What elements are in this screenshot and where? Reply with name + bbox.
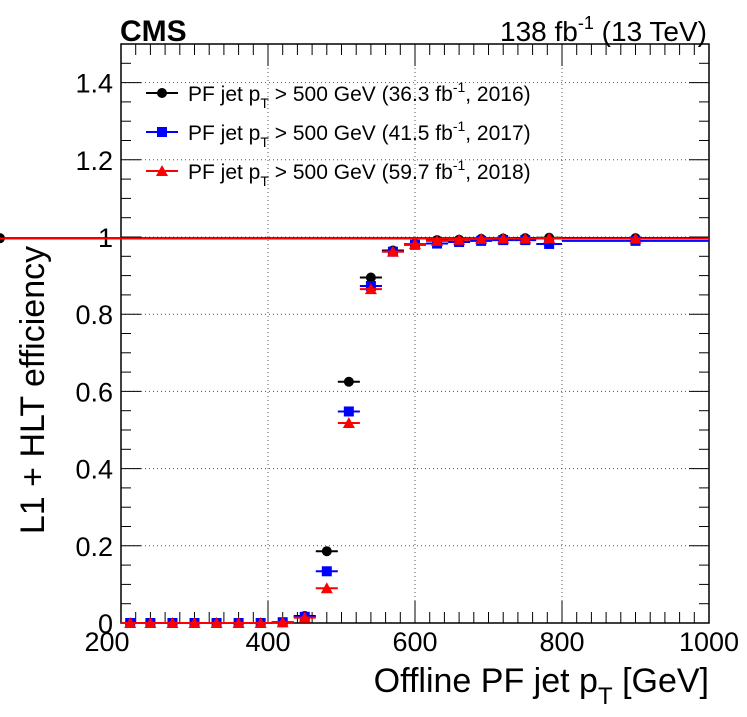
lumi-unit: fb xyxy=(555,16,578,47)
y-tick-label-1: 0.2 xyxy=(75,532,113,562)
lumi-label: 138 fb-1 (13 TeV) xyxy=(500,13,707,47)
x-tick-label-3: 800 xyxy=(539,627,584,657)
legend-2018-sub: T xyxy=(260,173,269,189)
point-2018-13 xyxy=(409,237,421,249)
legend-label-2018: PF jet pT > 500 GeV (59.7 fb-1, 2018) xyxy=(188,157,531,189)
y-axis-label: L1 + HLT efficiency xyxy=(14,246,52,534)
x-tick-label-2: 600 xyxy=(392,627,437,657)
point-2016-9 xyxy=(321,546,332,557)
legend-2017-post: , 2017) xyxy=(465,122,530,145)
legend-2016-mid: > 500 GeV (36.3 fb xyxy=(269,83,453,106)
grid xyxy=(121,44,709,623)
point-2016-11 xyxy=(365,272,376,283)
legend-2018-pre: PF jet p xyxy=(188,161,260,184)
legend: PF jet pT > 500 GeV (36.3 fb-1, 2016) PF… xyxy=(146,79,531,189)
point-2018-7 xyxy=(276,616,289,628)
point-2018-1 xyxy=(144,617,157,628)
lumi-energy: (13 TeV) xyxy=(602,16,707,47)
lumi-space xyxy=(547,16,555,47)
point-2018-8 xyxy=(298,611,311,623)
legend-2016-pre: PF jet p xyxy=(188,83,260,106)
x-axis-label-space xyxy=(613,662,622,700)
legend-marker-2017 xyxy=(157,127,167,137)
x-axis-label-sub: T xyxy=(598,683,613,710)
legend-2017-pre: PF jet p xyxy=(188,122,260,145)
x-tick-label-4: 1000 xyxy=(679,627,739,657)
point-2018-9 xyxy=(320,582,333,594)
legend-2018-sup: -1 xyxy=(453,157,466,173)
y-tick-label-2: 0.4 xyxy=(75,455,113,485)
y-tick-label-3: 0.6 xyxy=(75,377,113,407)
legend-2018-mid: > 500 GeV (59.7 fb xyxy=(269,161,453,184)
point-2018-3 xyxy=(188,617,201,628)
point-2016-10 xyxy=(343,376,354,387)
legend-entry-2018: PF jet pT > 500 GeV (59.7 fb-1, 2018) xyxy=(146,157,531,189)
x-tick-label-0: 200 xyxy=(84,627,129,657)
point-2017-9 xyxy=(321,566,332,577)
lumi-unit-exponent: -1 xyxy=(578,13,594,33)
lumi-value: 138 xyxy=(500,16,547,47)
legend-2017-sub: T xyxy=(260,134,269,150)
legend-marker-2018 xyxy=(156,165,168,176)
legend-2017-sup: -1 xyxy=(453,118,466,134)
point-2017-19 xyxy=(544,238,555,249)
legend-2016-sub: T xyxy=(260,95,269,111)
point-2017-10 xyxy=(343,406,354,417)
series-2018 xyxy=(0,232,709,628)
point-2018-4 xyxy=(210,617,223,628)
point-2018-11 xyxy=(364,283,377,295)
lumi-space-2 xyxy=(594,16,602,47)
x-axis-label-unit: [GeV] xyxy=(622,662,709,700)
cms-label: CMS xyxy=(120,15,187,48)
point-2018-12 xyxy=(386,245,399,257)
point-2018-2 xyxy=(166,617,179,628)
y-tick-label-7: 1.4 xyxy=(75,69,113,99)
legend-entry-2016: PF jet pT > 500 GeV (36.3 fb-1, 2016) xyxy=(146,79,531,111)
point-2018-0 xyxy=(124,617,137,628)
legend-marker-2016 xyxy=(157,88,167,98)
legend-2017-mid: > 500 GeV (41.5 fb xyxy=(269,122,453,145)
legend-entry-2017: PF jet pT > 500 GeV (41.5 fb-1, 2017) xyxy=(146,118,531,150)
legend-label-2017: PF jet pT > 500 GeV (41.5 fb-1, 2017) xyxy=(188,118,531,150)
y-tick-label-0: 0 xyxy=(98,609,113,639)
point-2018-14 xyxy=(431,234,444,246)
y-tick-label-6: 1.2 xyxy=(75,146,113,176)
x-tick-label-1: 400 xyxy=(245,627,290,657)
point-2018-5 xyxy=(232,617,245,628)
y-tick-label-4: 0.8 xyxy=(75,300,113,330)
point-2018-10 xyxy=(342,417,355,429)
legend-2018-post: , 2018) xyxy=(465,161,530,184)
x-axis-label-main: Offline PF jet p xyxy=(374,662,598,700)
data-series xyxy=(0,232,709,628)
legend-2016-sup: -1 xyxy=(453,79,466,95)
x-axis-label: Offline PF jet pT [GeV] xyxy=(374,662,709,710)
legend-2016-post: , 2016) xyxy=(465,83,530,106)
point-2018-6 xyxy=(254,617,267,628)
legend-label-2016: PF jet pT > 500 GeV (36.3 fb-1, 2016) xyxy=(188,79,531,111)
